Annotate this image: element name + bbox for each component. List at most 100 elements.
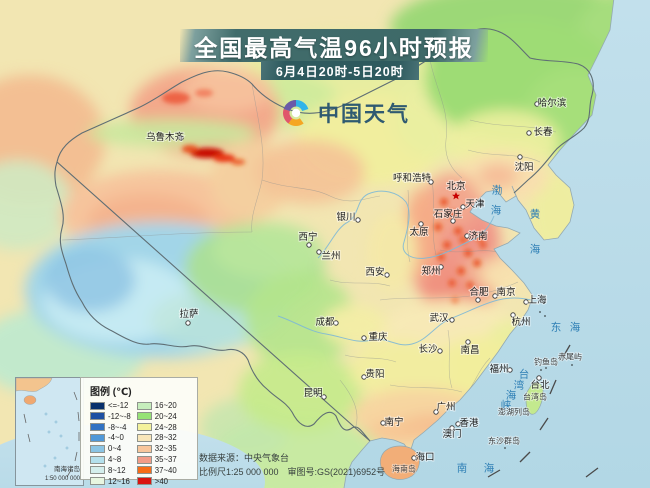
city-marker [361,335,367,341]
legend-range-label: 24~28 [154,422,177,432]
island-label: 东沙群岛 [488,436,520,446]
city-marker [455,421,461,427]
city-label: 天津 [465,199,485,210]
inset-scale: 1:50 000 000 [44,476,80,482]
island-label: 钓鱼岛 [534,357,558,367]
legend-item: 12~16 [90,476,131,486]
legend-column-warm: 16~20 20~24 24~28 28~32 32~35 35~37 37~40 >40 [136,401,177,486]
city-label: 武汉 [429,312,449,324]
city-marker [185,320,191,326]
city-label: 呼和浩特 [393,172,432,184]
city-marker [306,242,312,248]
legend-item: -4~0 [90,433,131,442]
city-label: 贵阳 [365,368,384,380]
city-marker [449,317,455,323]
south-china-sea-inset: 南海诸岛 1:50 000 000 [15,377,84,486]
city-label: 沈阳 [514,161,533,173]
legend-range-label: 16~20 [154,401,177,411]
city-label: 海口 [415,451,434,463]
legend-swatch [136,444,152,453]
sea-label: 东 [551,321,562,334]
legend-swatch [90,433,105,442]
city-label: 西安 [365,266,384,278]
legend-range-label: 12~16 [108,476,130,486]
legend-item: 32~35 [136,444,177,454]
subtitle-banner: 6月4日20时-5日20时 [261,61,419,80]
city-marker [411,455,417,461]
city-marker [507,367,513,373]
legend-item: 4~8 [90,455,131,464]
islet-dots [504,311,573,449]
legend-swatch [90,455,105,464]
legend-swatch [136,401,152,410]
legend-swatch [90,444,105,453]
rivers [277,190,532,346]
city-label: 济南 [468,230,487,242]
city-marker [534,101,540,107]
legend-range-label: -4~0 [108,433,124,443]
city-label: 银川 [336,211,355,223]
city-marker [460,204,466,210]
legend-range-label: 8~12 [108,465,126,475]
city-label: 南昌 [460,344,479,356]
city-label: 北京 [446,180,465,192]
city-marker [418,221,424,227]
city-label: 合肥 [469,286,489,298]
city-label: 长春 [533,126,553,138]
city-marker [450,218,456,224]
city-label: 石家庄 [434,208,463,220]
legend-range-label: 0~4 [108,444,122,454]
legend-title: 图例 (℃) [90,387,132,398]
legend-range-label: -12~-8 [108,411,131,421]
city-label: 长沙 [418,343,438,355]
inset-map-graphic [16,378,83,485]
legend-item: 24~28 [136,422,177,432]
city-marker [384,272,390,278]
brand-name: 中国天气 [318,103,410,126]
city-marker [492,293,498,299]
sea-label: 湾 [514,379,525,392]
sea-label: 黄 [530,208,541,221]
legend-swatch [90,401,105,410]
city-marker [333,320,339,326]
legend-item: 20~24 [136,412,177,421]
legend-range-label: 4~8 [108,455,122,464]
legend-range-label: 32~35 [154,444,177,454]
city-marker [428,179,434,185]
sea-label: 峡 [501,399,512,412]
inset-title: 南海诸岛 [54,466,80,473]
legend-item: 28~32 [136,433,177,442]
city-label: 澳门 [442,428,461,440]
map-scale-and-approval: 比例尺1:25 000 000 审图号:GS(2021)6952号 [199,466,386,477]
city-marker [536,375,542,381]
legend-item: 35~37 [136,455,177,464]
city-label: 西宁 [298,231,317,243]
city-label: 昆明 [303,388,322,399]
city-label: 台北 [530,379,550,391]
city-marker [523,299,529,305]
legend-swatch [90,466,105,475]
legend-range-label: 37~40 [154,465,177,475]
city-label: 上海 [527,294,547,306]
legend-range-label: 35~37 [154,455,177,464]
city-label: 成都 [315,316,335,328]
city-marker [433,409,439,415]
legend-swatch [136,423,152,432]
legend-swatch [136,455,152,464]
city-marker [510,312,516,318]
sea-label: 南 [457,462,468,475]
city-marker [316,249,322,255]
city-label: 哈尔滨 [538,97,567,109]
city-marker [517,154,523,160]
city-label: 乌鲁木齐 [146,131,185,143]
hainan-island [379,445,420,480]
sea-label: 台 [519,368,530,381]
sea-label: 海 [491,204,502,217]
island-label: 台湾岛 [523,392,547,402]
city-label: 南京 [496,286,515,298]
city-label: 太原 [409,226,428,238]
city-label: 兰州 [321,250,340,262]
forecast-period: 6月4日20时-5日20时 [275,65,405,79]
legend-swatch [136,433,152,442]
